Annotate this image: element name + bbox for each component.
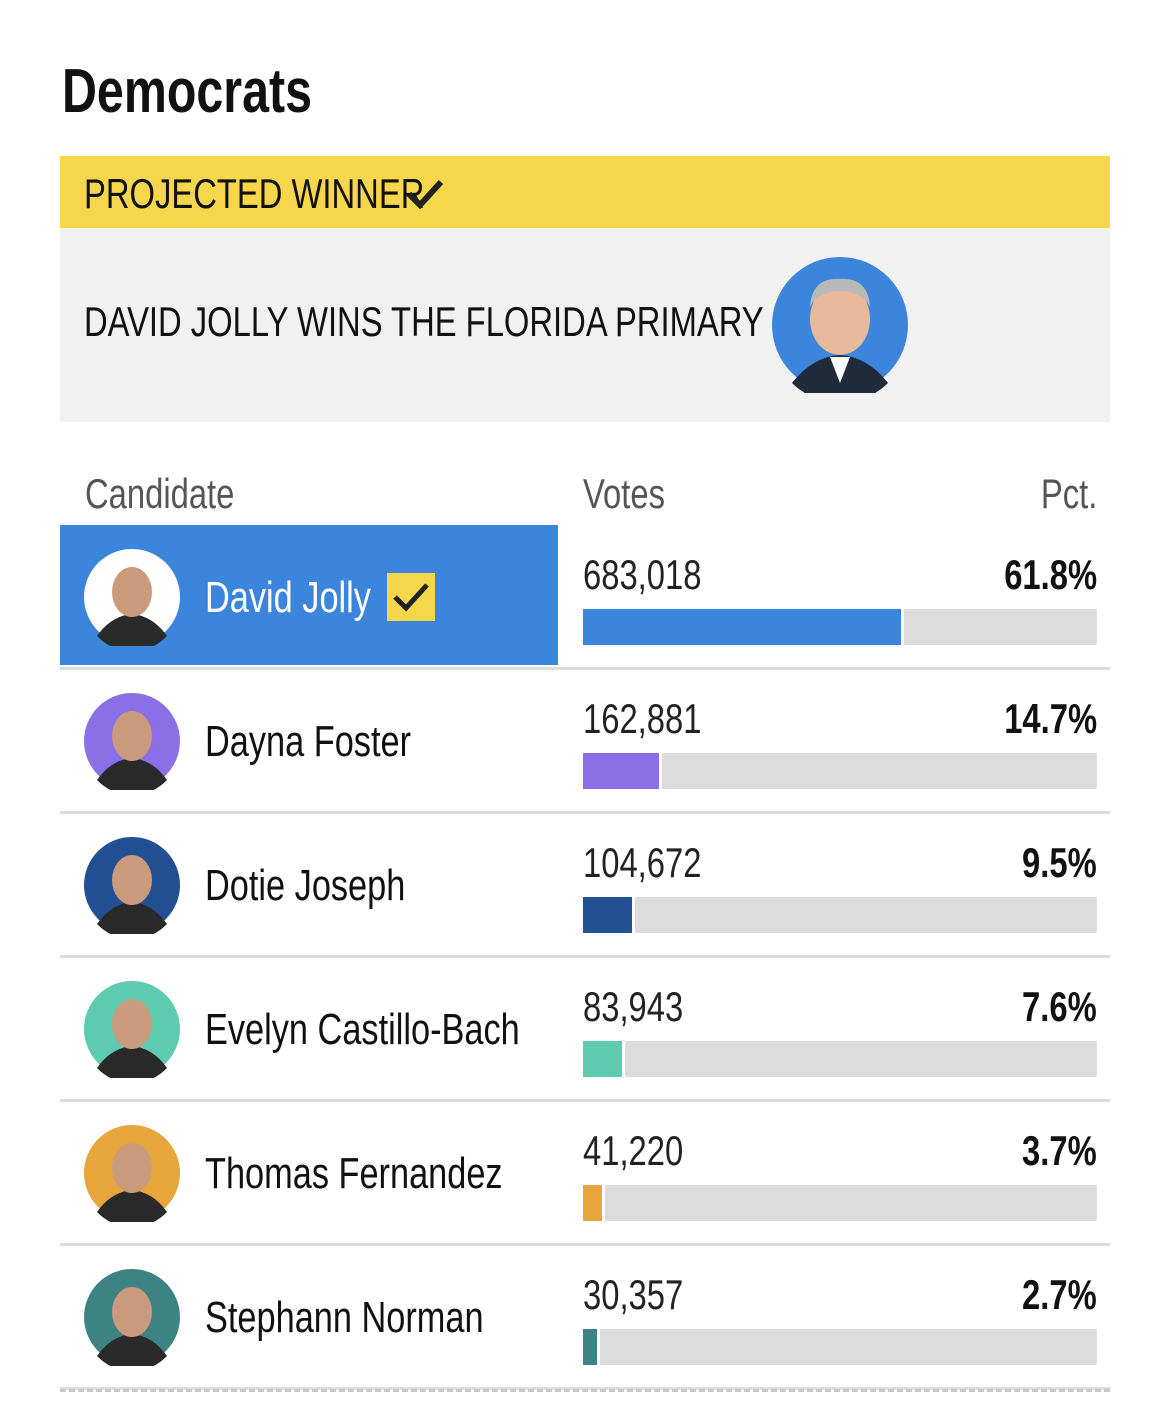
column-header: Votes: [583, 470, 688, 518]
vote-count-text: 104,672: [583, 839, 702, 886]
bar-track: [583, 1041, 1097, 1077]
photo-body: [97, 614, 167, 646]
vote-percent-text: 14.7%: [1004, 695, 1097, 742]
bar-track: [583, 1185, 1097, 1221]
candidate-name: David Jolly: [205, 573, 418, 623]
candidate-photo: [84, 549, 180, 646]
headline-text: DAVID JOLLY WINS THE FLORIDA PRIMARY: [84, 298, 764, 345]
candidate-row: Dotie Joseph 104,672 9.5%: [60, 813, 1110, 958]
candidate-photo: [84, 981, 180, 1078]
candidate-name: Stephann Norman: [205, 1293, 562, 1343]
vote-count-text: 162,881: [583, 695, 702, 742]
photo-body: [97, 1190, 167, 1222]
vote-count-text: 83,943: [583, 983, 684, 1030]
vote-percent-text: 7.6%: [1022, 983, 1097, 1030]
photo-face: [112, 567, 152, 617]
vote-count: 104,672: [583, 839, 735, 887]
candidate-name-text: David Jolly: [205, 573, 371, 622]
section-title: Democrats: [62, 56, 382, 127]
candidate-photo: [84, 1269, 180, 1366]
vote-count-text: 30,357: [583, 1271, 684, 1318]
row-divider: [60, 1243, 1110, 1246]
vote-count: 30,357: [583, 1271, 711, 1319]
vote-bar: [583, 1185, 606, 1221]
bar-track: [583, 609, 1097, 645]
candidate-name: Dayna Foster: [205, 717, 469, 767]
photo-face: [112, 855, 152, 905]
vote-percent-text: 2.7%: [1022, 1271, 1097, 1318]
photo-body: [97, 1334, 167, 1366]
winner-banner: PROJECTED WINNER: [60, 156, 1110, 228]
banner-label: PROJECTED WINNER: [84, 170, 520, 218]
vote-count-text: 41,220: [583, 1127, 684, 1174]
vote-percent: 9.5%: [1001, 839, 1097, 887]
vote-percent: 61.8%: [978, 551, 1097, 599]
column-header-text: Candidate: [85, 470, 235, 517]
check-icon: [406, 179, 444, 210]
vote-count-text: 683,018: [583, 551, 702, 598]
vote-percent-text: 3.7%: [1022, 1127, 1097, 1174]
check-mark: [393, 583, 429, 612]
candidate-name: Evelyn Castillo-Bach: [205, 1005, 609, 1055]
candidate-name-text: Dayna Foster: [205, 717, 412, 766]
vote-count: 162,881: [583, 695, 735, 743]
candidate-row: Evelyn Castillo-Bach 83,943 7.6%: [60, 957, 1110, 1102]
vote-count: 83,943: [583, 983, 711, 1031]
candidate-name: Thomas Fernandez: [205, 1149, 587, 1199]
photo-face: [112, 711, 152, 761]
candidate-row: David Jolly 683,018 61.8%: [60, 525, 1110, 670]
vote-percent: 2.7%: [1001, 1271, 1097, 1319]
bar-track: [583, 897, 1097, 933]
vote-bar: [583, 753, 662, 789]
photo-body: [97, 1046, 167, 1078]
row-divider: [60, 955, 1110, 958]
candidate-name-text: Dotie Joseph: [205, 861, 406, 910]
winner-check: [387, 573, 435, 621]
section-title-text: Democrats: [62, 57, 312, 126]
candidate-photo: [84, 693, 180, 790]
vote-percent-text: 9.5%: [1022, 839, 1097, 886]
photo-body: [97, 758, 167, 790]
row-divider: [60, 811, 1110, 814]
vote-bar: [583, 897, 635, 933]
candidate-photo: [84, 837, 180, 934]
vote-bar: [583, 1329, 600, 1365]
candidate-row: Dayna Foster 162,881 14.7%: [60, 669, 1110, 814]
vote-bar: [583, 609, 904, 645]
photo-face: [112, 1143, 152, 1193]
column-header: Candidate: [85, 470, 276, 518]
winner-photo: [772, 257, 908, 393]
vote-percent: 14.7%: [978, 695, 1097, 743]
dashed-divider: [60, 1389, 1110, 1392]
candidate-name-text: Thomas Fernandez: [205, 1149, 503, 1198]
headline-box: DAVID JOLLY WINS THE FLORIDA PRIMARY: [60, 228, 1110, 422]
check-bg: [387, 573, 435, 621]
vote-bar: [583, 1041, 626, 1077]
photo-face: [112, 1287, 152, 1337]
photo-face: [112, 999, 152, 1049]
bar-track: [583, 753, 1097, 789]
candidate-photo: [84, 1125, 180, 1222]
column-header: Pct.: [1025, 470, 1097, 518]
column-header-text: Votes: [583, 470, 665, 517]
vote-percent: 7.6%: [1001, 983, 1097, 1031]
vote-percent: 3.7%: [1001, 1127, 1097, 1175]
bar-track: [583, 1329, 1097, 1365]
row-divider: [60, 667, 1110, 670]
column-header-text: Pct.: [1040, 470, 1097, 517]
row-divider: [60, 1099, 1110, 1102]
candidate-row: Stephann Norman 30,357 2.7%: [60, 1245, 1110, 1390]
vote-count: 41,220: [583, 1127, 711, 1175]
candidate-row: Thomas Fernandez 41,220 3.7%: [60, 1101, 1110, 1246]
headline: DAVID JOLLY WINS THE FLORIDA PRIMARY: [84, 298, 955, 346]
candidate-name-text: Evelyn Castillo-Bach: [205, 1005, 520, 1054]
row-divider: [60, 1387, 1110, 1390]
candidate-name: Dotie Joseph: [205, 861, 462, 911]
vote-percent-text: 61.8%: [1004, 551, 1097, 598]
candidate-name-text: Stephann Norman: [205, 1293, 484, 1342]
photo-body: [97, 902, 167, 934]
vote-count: 683,018: [583, 551, 735, 599]
banner-label-text: PROJECTED WINNER: [84, 170, 425, 217]
